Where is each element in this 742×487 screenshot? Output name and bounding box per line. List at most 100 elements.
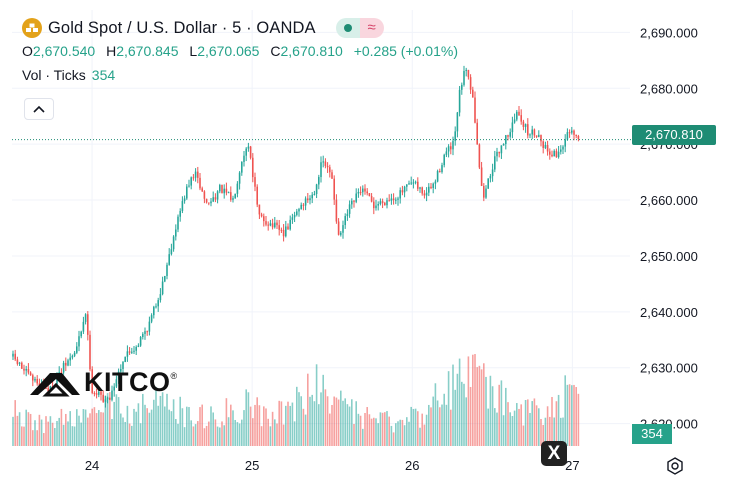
volume-bar bbox=[175, 419, 177, 446]
volume-bar bbox=[197, 421, 199, 446]
price-tick-label: 2,650.000 bbox=[640, 249, 698, 264]
candle-body bbox=[111, 390, 113, 400]
candle-body bbox=[469, 77, 472, 90]
candle-body bbox=[417, 181, 419, 189]
volume-layer bbox=[12, 354, 580, 446]
candle-body bbox=[150, 315, 153, 322]
price-axis[interactable]: 2,690.0002,680.0002,670.0002,660.0002,65… bbox=[640, 25, 698, 431]
volume-bar bbox=[254, 404, 256, 446]
volume-bar bbox=[192, 426, 195, 446]
volume-bar bbox=[397, 421, 399, 446]
volume-bar bbox=[408, 421, 410, 446]
candle-body bbox=[502, 143, 505, 146]
candle-body bbox=[368, 193, 371, 197]
candle-body bbox=[518, 111, 520, 116]
settings-gear-icon[interactable] bbox=[664, 455, 686, 477]
candle-body bbox=[117, 371, 120, 380]
candle-body bbox=[326, 165, 329, 168]
candle-body bbox=[102, 394, 104, 402]
candle-body bbox=[529, 134, 531, 136]
candle-body bbox=[197, 171, 199, 178]
volume-bar bbox=[540, 419, 542, 446]
candle-body bbox=[115, 379, 118, 387]
candle-body bbox=[203, 191, 206, 199]
candle-body bbox=[544, 144, 547, 148]
volume-bar bbox=[223, 425, 225, 446]
volume-bar bbox=[461, 381, 463, 446]
volume-bar bbox=[518, 408, 520, 446]
high-value: 2,670.845 bbox=[116, 43, 179, 59]
candle-body bbox=[113, 386, 115, 391]
volume-bar bbox=[67, 421, 69, 446]
volume-bar bbox=[247, 392, 250, 446]
volume-bar bbox=[441, 404, 443, 446]
volume-bar bbox=[417, 411, 419, 446]
time-axis[interactable]: 24 25 26 27 bbox=[85, 458, 580, 473]
candle-body bbox=[465, 69, 467, 72]
volume-bar bbox=[564, 375, 566, 446]
volume-bar bbox=[23, 426, 25, 446]
volume-bar bbox=[522, 425, 525, 446]
volume-bar bbox=[230, 404, 232, 446]
volume-bar bbox=[146, 408, 148, 446]
candle-body bbox=[144, 331, 146, 334]
candle-body bbox=[320, 162, 322, 178]
volume-bar bbox=[131, 425, 133, 446]
status-pill[interactable]: ≈ bbox=[335, 18, 384, 38]
candle-body bbox=[267, 224, 269, 226]
chart-legend: Gold Spot / U.S. Dollar · 5 · OANDA ≈ O2… bbox=[22, 16, 465, 87]
volume-bar bbox=[289, 405, 291, 446]
candle-body bbox=[148, 321, 151, 332]
last-volume-badge: 354 bbox=[632, 424, 672, 444]
volume-bar bbox=[194, 424, 197, 446]
volume-bar bbox=[406, 417, 408, 446]
candle-body bbox=[109, 397, 111, 400]
candle-body bbox=[309, 198, 311, 201]
price-tick-label: 2,630.000 bbox=[640, 361, 698, 376]
candle-body bbox=[269, 223, 272, 226]
volume-bar bbox=[69, 411, 71, 446]
close-label: C bbox=[270, 43, 281, 59]
volume-bar bbox=[322, 374, 324, 446]
candle-body bbox=[67, 360, 69, 366]
volume-bar bbox=[73, 426, 76, 446]
volume-bar bbox=[315, 364, 318, 446]
time-tick-label: 25 bbox=[245, 458, 259, 473]
candle-body bbox=[436, 171, 439, 182]
candle-body bbox=[489, 176, 492, 179]
volume-bar bbox=[269, 426, 272, 446]
candle-body bbox=[285, 226, 287, 237]
volume-bar bbox=[263, 406, 265, 446]
volume-bar bbox=[366, 407, 368, 446]
candle-body bbox=[166, 264, 168, 276]
volume-bar bbox=[265, 408, 267, 446]
candle-body bbox=[32, 375, 34, 381]
candle-body bbox=[333, 178, 335, 200]
candle-body bbox=[120, 368, 122, 372]
volume-bar bbox=[421, 413, 423, 446]
candle-body bbox=[126, 351, 129, 357]
candle-body bbox=[337, 221, 340, 235]
candle-body bbox=[214, 197, 217, 200]
candle-body bbox=[236, 183, 239, 194]
volume-bar bbox=[428, 404, 430, 446]
candle-body bbox=[45, 387, 47, 389]
volume-bar bbox=[546, 406, 549, 446]
volume-bar bbox=[84, 409, 87, 446]
candle-body bbox=[234, 193, 236, 199]
volume-bar bbox=[557, 394, 560, 446]
volume-bar bbox=[282, 424, 285, 446]
candle-body bbox=[331, 172, 333, 179]
volume-bar bbox=[443, 393, 445, 446]
close-button[interactable]: X bbox=[541, 441, 567, 466]
candle-body bbox=[403, 186, 406, 193]
volume-bar bbox=[401, 419, 404, 446]
volume-bar bbox=[54, 428, 56, 446]
volume-bar bbox=[186, 406, 188, 446]
volume-bar bbox=[423, 424, 426, 446]
collapse-legend-button[interactable] bbox=[24, 98, 54, 120]
candle-body bbox=[500, 145, 503, 154]
volume-bar bbox=[296, 386, 298, 446]
candle-body bbox=[577, 135, 580, 139]
